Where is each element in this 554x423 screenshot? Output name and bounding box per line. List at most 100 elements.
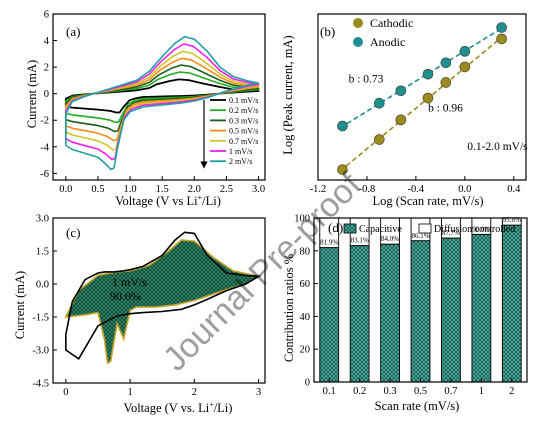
point-anodic — [422, 68, 434, 80]
point-cathodic — [459, 61, 471, 73]
bar-value-label: 81.9% — [320, 239, 338, 247]
panel-c-ytick-label: 3.0 — [36, 214, 49, 225]
panel-a-xtick-label: 2.5 — [220, 184, 233, 195]
panel-a-xtick-label: 2.0 — [188, 184, 201, 195]
panel-d-ytick-label: 60 — [300, 279, 311, 290]
panel-d-ytick-label: 0 — [305, 378, 310, 389]
panel-b-xtick-label: 0.0 — [458, 184, 471, 195]
bar-capacitive — [349, 245, 370, 383]
legend-label: Anodic — [370, 35, 405, 49]
panel-b-frame — [317, 13, 527, 181]
bar-value-label: 95.6% — [503, 216, 521, 224]
fit-line-cathodic — [339, 34, 505, 172]
panel-b-xtick-label: -0.4 — [408, 184, 425, 195]
bar-value-label: 86.1% — [411, 232, 429, 240]
panel-d-label: (d) — [328, 220, 343, 235]
panel-b-log-plot: Cathodic Anodic b : 0.73 b : 0.96 0.1-2.0 mV… — [281, 13, 528, 208]
cv-curve-0-2-mV-s — [65, 71, 260, 124]
panel-a-xtick-label: 3.0 — [252, 184, 265, 195]
panel-c-xtick-label: 2 — [192, 387, 197, 398]
point-cathodic — [337, 164, 348, 175]
panel-d-xtick-label: 0.1 — [323, 386, 336, 397]
panel-c-label: (c) — [66, 225, 80, 240]
bar-value-label: 90.0% — [472, 225, 490, 233]
panel-a-label: (a) — [66, 24, 80, 39]
cv-curve-2-mV-s — [65, 35, 260, 171]
legend-swatch-diffusion — [418, 223, 432, 234]
legend-label: 0.2 mV/s — [229, 106, 258, 115]
legend-label: Diffusion controlled — [434, 224, 515, 235]
panel-a-ytick-label: 0 — [44, 89, 49, 100]
panel-a-xlabel: Voltage (V vs Li+/Li) — [115, 193, 221, 208]
panel-d-xtick-label: 0.5 — [414, 386, 427, 397]
panel-d-ytick-label: 20 — [300, 345, 311, 356]
panel-d-ytick-label: 40 — [300, 312, 311, 323]
point-anodic — [459, 46, 471, 57]
panel-a-ytick-label: 4 — [44, 36, 50, 47]
annotation: b : 0.96 — [428, 103, 463, 115]
panel-d-ylabel: Contribution ratios % — [282, 254, 296, 362]
fit-line-anodic — [339, 26, 505, 129]
panel-d-xtick-label: 0.2 — [353, 386, 366, 397]
panel-b-label: (b) — [320, 24, 335, 39]
panel-c-annotation-rate: 1 mV/s — [112, 275, 147, 289]
panel-d-ytick-label: 80 — [300, 246, 311, 257]
annotation: b : 0.73 — [349, 73, 384, 85]
legend-label: 0.1 mV/s — [229, 96, 258, 105]
panel-a-ytick-label: -2 — [40, 116, 49, 127]
bar-value-label: 84.0% — [381, 235, 399, 243]
panel-c-ytick-label: 0.0 — [36, 280, 49, 291]
cv-curve-0-5-mV-s — [65, 57, 260, 142]
bar-value-label: 83.1% — [351, 237, 369, 245]
point-anodic — [440, 57, 452, 69]
legend-label: 0.5 mV/s — [229, 127, 258, 136]
bar-capacitive — [380, 243, 400, 383]
bar-capacitive — [319, 247, 340, 383]
legend-marker — [353, 37, 363, 47]
legend-label: Cathodic — [370, 16, 413, 30]
annotation: 0.1-2.0 mV/s — [467, 141, 528, 153]
total-cv-curve — [65, 231, 262, 360]
legend-label: Capacitive — [359, 224, 402, 235]
panel-b-xtick-label: 0.4 — [507, 184, 521, 195]
panel-c-xlabel: Voltage (V vs. Li+/Li) — [124, 400, 233, 415]
panel-c-frame — [52, 217, 266, 384]
panel-b-xlabel: Log (Scan rate, mV/s) — [372, 194, 483, 208]
panel-c-capacitive-area: 0 1 2 3 -4.5 -3.0 -1.5 0.0 1.5 3.0 (c) 1 mV/s 90.… — [13, 214, 266, 415]
panel-b-xtick-label: -1.2 — [310, 184, 327, 195]
panel-c-annotation-pct: 90.0% — [110, 289, 141, 303]
panel-b-xtick-label: -0.8 — [359, 184, 376, 195]
bar-capacitive — [441, 237, 461, 383]
point-cathodic — [496, 33, 507, 45]
bar-capacitive — [471, 233, 492, 383]
panel-d-ytick-label: 100 — [294, 214, 310, 225]
legend-marker — [353, 18, 363, 28]
cv-curve-0-3-mV-s — [65, 64, 260, 133]
panel-a-xtick-label: 1.0 — [124, 184, 137, 195]
bar-capacitive — [501, 224, 522, 383]
point-cathodic — [373, 134, 385, 145]
point-cathodic — [395, 114, 407, 126]
panel-a-xtick-label: 0.5 — [91, 184, 104, 195]
panel-d-xlabel: Scan rate (mV/s) — [375, 399, 460, 413]
cv-curve-1-mV-s — [65, 43, 260, 161]
panel-c-xtick-label: 0 — [63, 387, 68, 398]
bar-capacitive — [410, 240, 431, 383]
panel-a-ytick-label: -6 — [40, 169, 49, 180]
legend-swatch-capacitive — [343, 223, 357, 234]
panel-d-contribution-bars: 81.9% 83.1% 84.0% 86.1% 87.7% 90.0% 95.6% Capac… — [282, 214, 528, 413]
panel-a-xtick-label: 1.5 — [156, 184, 169, 195]
panel-d-xtick-label: 0.3 — [384, 386, 397, 397]
panel-a-xtick-label: 0.0 — [59, 184, 72, 195]
panel-c-ytick-label: 1.5 — [36, 247, 49, 258]
point-anodic — [373, 97, 385, 109]
panel-c-ytick-label: -4.5 — [32, 379, 49, 390]
panel-a-ytick-label: 2 — [44, 63, 49, 74]
panel-c-ytick-label: -1.5 — [32, 313, 49, 324]
panel-c-xtick-label: 1 — [127, 387, 132, 398]
panel-c-ytick-label: -3.0 — [32, 346, 49, 357]
panel-c-xtick-label: 3 — [256, 387, 261, 398]
panel-a-ytick-label: 6 — [44, 10, 49, 21]
panel-b-ylabel: Log (Peak current, mA) — [281, 35, 295, 154]
